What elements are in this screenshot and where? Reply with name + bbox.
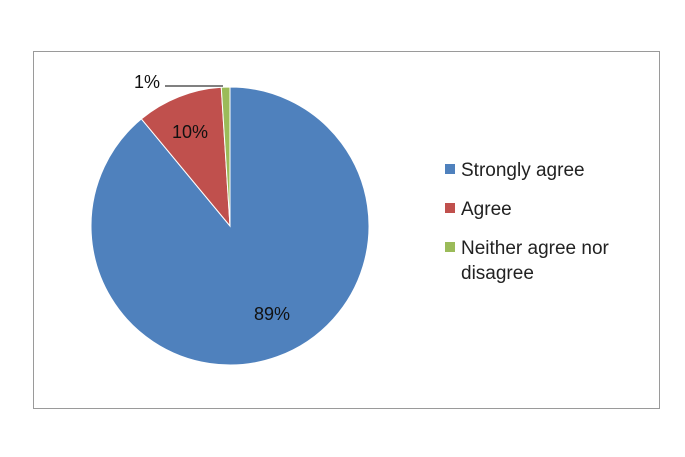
legend: Strongly agree Agree Neither agree nor d… (445, 158, 655, 300)
data-label-strongly-agree: 89% (254, 304, 290, 324)
legend-label: Agree (461, 199, 512, 220)
legend-swatch (445, 242, 455, 252)
legend-item-strongly-agree: Strongly agree (445, 158, 655, 183)
data-label-neither: 1% (134, 72, 160, 92)
pie-slice-agree (140, 86, 231, 228)
legend-swatch (445, 203, 455, 213)
legend-swatch (445, 164, 455, 174)
pie-slice-neither (220, 86, 231, 227)
legend-label: Strongly agree (461, 160, 585, 181)
data-label-agree: 10% (172, 122, 208, 142)
legend-label: Neither agree nor disagree (461, 238, 609, 284)
legend-item-neither: Neither agree nor disagree (445, 236, 655, 286)
legend-item-agree: Agree (445, 197, 655, 222)
